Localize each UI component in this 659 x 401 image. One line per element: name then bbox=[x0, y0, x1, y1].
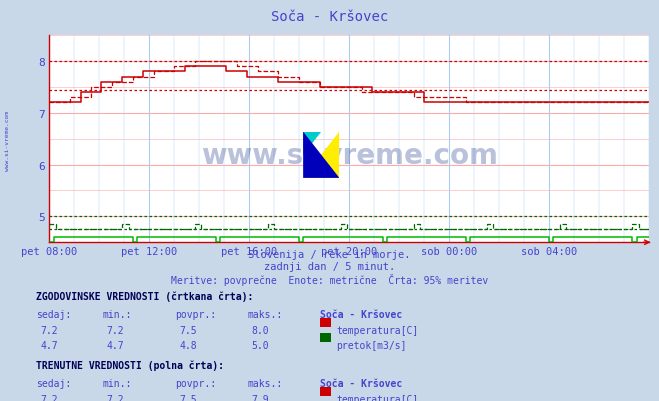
Text: povpr.:: povpr.: bbox=[175, 309, 215, 319]
Text: 7.2: 7.2 bbox=[41, 394, 58, 401]
Text: Slovenija / reke in morje.: Slovenija / reke in morje. bbox=[248, 249, 411, 259]
Text: povpr.:: povpr.: bbox=[175, 378, 215, 388]
Text: Soča - Kršovec: Soča - Kršovec bbox=[320, 309, 402, 319]
Text: Soča - Kršovec: Soča - Kršovec bbox=[320, 378, 402, 388]
Polygon shape bbox=[303, 132, 322, 155]
Text: 8.0: 8.0 bbox=[252, 325, 269, 335]
Text: pretok[m3/s]: pretok[m3/s] bbox=[336, 340, 407, 350]
Text: sedaj:: sedaj: bbox=[36, 378, 71, 388]
Text: min.:: min.: bbox=[102, 309, 132, 319]
Text: sedaj:: sedaj: bbox=[36, 309, 71, 319]
Text: zadnji dan / 5 minut.: zadnji dan / 5 minut. bbox=[264, 261, 395, 271]
Text: Meritve: povprečne  Enote: metrične  Črta: 95% meritev: Meritve: povprečne Enote: metrične Črta:… bbox=[171, 273, 488, 286]
Text: 4.7: 4.7 bbox=[107, 340, 124, 350]
Text: 7.5: 7.5 bbox=[179, 394, 196, 401]
Text: temperatura[C]: temperatura[C] bbox=[336, 394, 418, 401]
Polygon shape bbox=[303, 132, 339, 178]
Text: maks.:: maks.: bbox=[247, 378, 282, 388]
Text: www.si-vreme.com: www.si-vreme.com bbox=[201, 142, 498, 170]
Text: 4.8: 4.8 bbox=[179, 340, 196, 350]
Text: 5.0: 5.0 bbox=[252, 340, 269, 350]
Text: www.si-vreme.com: www.si-vreme.com bbox=[5, 110, 11, 170]
Text: maks.:: maks.: bbox=[247, 309, 282, 319]
Text: 7.2: 7.2 bbox=[41, 325, 58, 335]
Text: 7.2: 7.2 bbox=[107, 325, 124, 335]
Text: TRENUTNE VREDNOSTI (polna črta):: TRENUTNE VREDNOSTI (polna črta): bbox=[36, 360, 224, 371]
Text: ZGODOVINSKE VREDNOSTI (črtkana črta):: ZGODOVINSKE VREDNOSTI (črtkana črta): bbox=[36, 291, 254, 301]
Text: 7.2: 7.2 bbox=[107, 394, 124, 401]
Text: Soča - Kršovec: Soča - Kršovec bbox=[271, 10, 388, 24]
Polygon shape bbox=[303, 132, 339, 178]
Text: 7.5: 7.5 bbox=[179, 325, 196, 335]
Text: min.:: min.: bbox=[102, 378, 132, 388]
Text: temperatura[C]: temperatura[C] bbox=[336, 325, 418, 335]
Text: 7.9: 7.9 bbox=[252, 394, 269, 401]
Text: 4.7: 4.7 bbox=[41, 340, 58, 350]
